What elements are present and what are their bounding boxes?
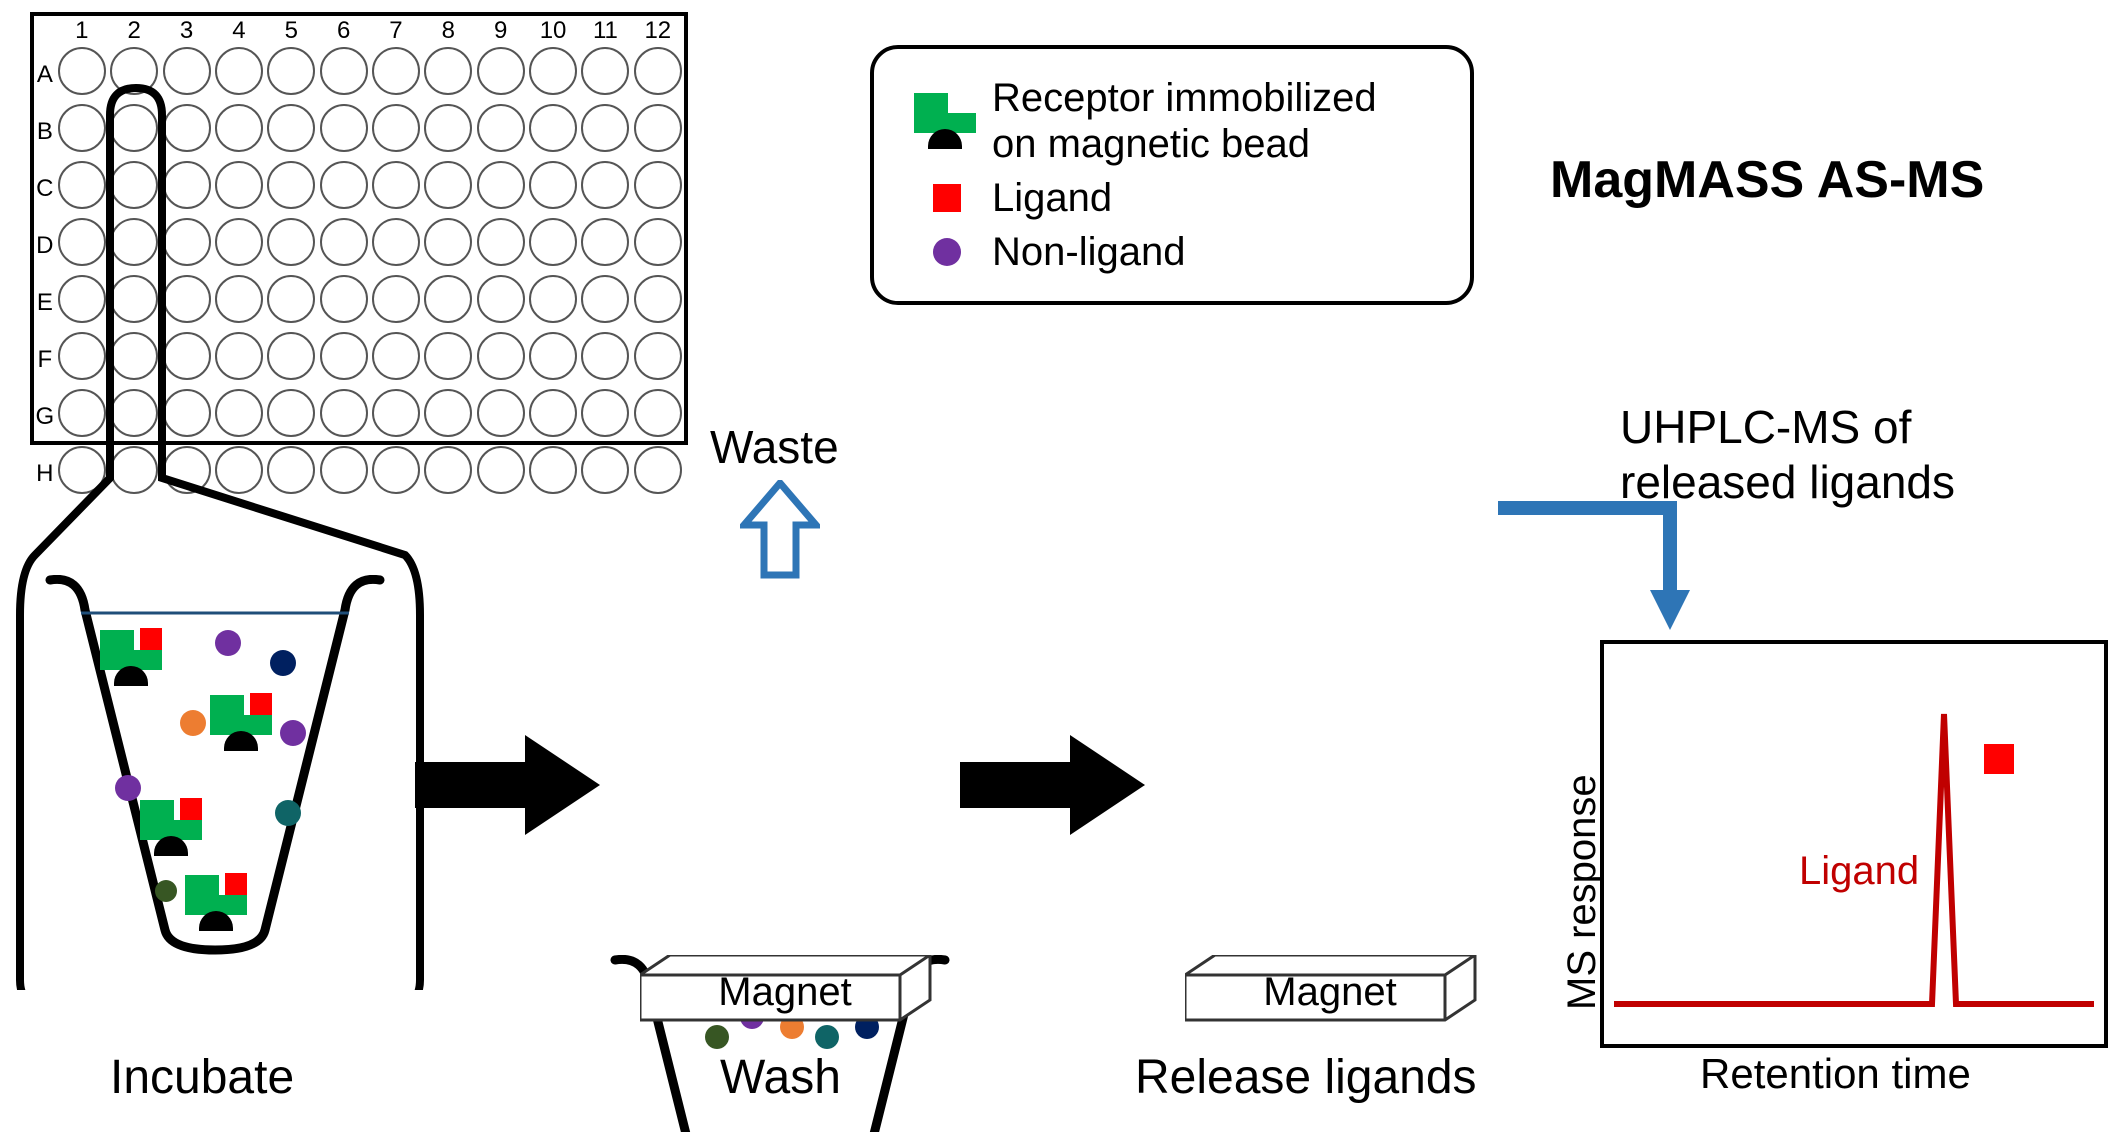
nonligand-dot bbox=[180, 710, 206, 736]
magnet-label: Magnet bbox=[1235, 970, 1425, 1015]
waste-label: Waste bbox=[710, 420, 839, 474]
step-incubate-label: Incubate bbox=[110, 1050, 294, 1105]
nonligand-dot bbox=[705, 1025, 729, 1049]
nonligand-dot bbox=[270, 650, 296, 676]
plate-col-label: 7 bbox=[370, 16, 422, 46]
legend: Receptor immobilized on magnetic bead Li… bbox=[870, 45, 1474, 305]
receptor-on-bead-icon bbox=[914, 93, 980, 149]
chromatogram-peak-label: Ligand bbox=[1799, 849, 1919, 894]
receptor-ligand-complex-icon bbox=[100, 630, 166, 686]
step-release-label: Release ligands bbox=[1135, 1050, 1477, 1105]
figure-title: MagMASS AS-MS bbox=[1550, 150, 1984, 210]
plate-col-label: 2 bbox=[108, 16, 160, 46]
nonligand-dot bbox=[275, 800, 301, 826]
uhplc-label: UHPLC-MS of released ligands bbox=[1620, 400, 1955, 510]
diagram-root: 1 2 3 4 5 6 7 8 9 10 11 12 A B C D E F G… bbox=[0, 0, 2128, 1132]
tube-incubate bbox=[45, 575, 385, 955]
receptor-ligand-complex-icon bbox=[140, 800, 206, 856]
uhplc-arrow-icon bbox=[1490, 500, 1700, 640]
plate-col-label: 3 bbox=[160, 16, 212, 46]
nonligand-dot bbox=[115, 775, 141, 801]
waste-arrow-icon bbox=[740, 480, 820, 580]
chromatogram-y-axis: MS response bbox=[1560, 774, 1605, 1010]
receptor-ligand-complex-icon bbox=[210, 695, 276, 751]
nonligand-dot bbox=[215, 630, 241, 656]
magnet-label: Magnet bbox=[690, 970, 880, 1015]
legend-row-ligand: Ligand bbox=[902, 175, 1442, 221]
nonligand-icon bbox=[933, 238, 961, 266]
legend-receptor-label: Receptor immobilized on magnetic bead bbox=[992, 75, 1377, 167]
plate-col-label: 12 bbox=[632, 16, 684, 46]
plate-col-label: 5 bbox=[265, 16, 317, 46]
nonligand-dot bbox=[155, 880, 177, 902]
plate-col-label: 8 bbox=[422, 16, 474, 46]
plate-col-label: 9 bbox=[475, 16, 527, 46]
nonligand-dot bbox=[815, 1025, 839, 1049]
plate-col-label: 10 bbox=[527, 16, 579, 46]
plate-col-label: 4 bbox=[213, 16, 265, 46]
plate-col-label: 6 bbox=[317, 16, 369, 46]
chromatogram-plot bbox=[1604, 644, 2104, 1044]
legend-nonligand-label: Non-ligand bbox=[992, 229, 1185, 275]
step-wash-label: Wash bbox=[720, 1050, 841, 1105]
plate-col-label: 11 bbox=[579, 16, 631, 46]
chromatogram-x-axis: Retention time bbox=[1700, 1050, 1971, 1098]
legend-ligand-label: Ligand bbox=[992, 175, 1112, 221]
nonligand-dot bbox=[280, 720, 306, 746]
legend-row-nonligand: Non-ligand bbox=[902, 229, 1442, 275]
ligand-marker-icon bbox=[1984, 744, 2014, 774]
plate-col-label: 1 bbox=[56, 16, 108, 46]
ligand-icon bbox=[933, 184, 961, 212]
arrow-right-icon bbox=[960, 730, 1150, 840]
arrow-right-icon bbox=[415, 730, 605, 840]
legend-row-receptor: Receptor immobilized on magnetic bead bbox=[902, 75, 1442, 167]
receptor-ligand-complex-icon bbox=[185, 875, 251, 931]
chromatogram: Ligand bbox=[1600, 640, 2108, 1048]
